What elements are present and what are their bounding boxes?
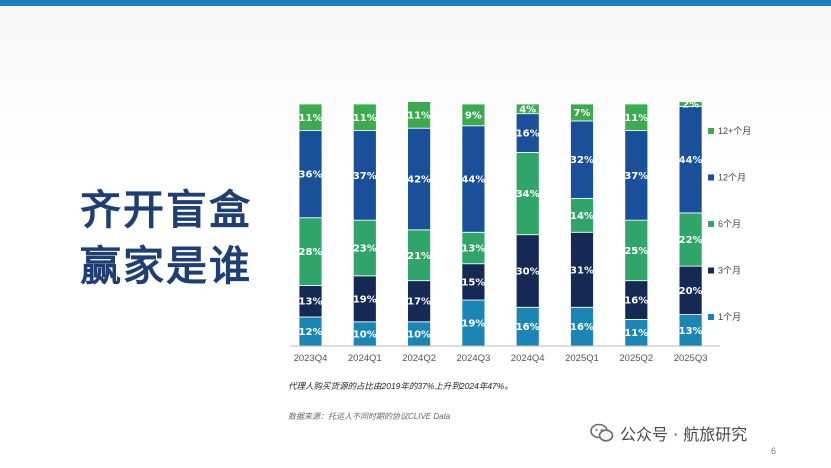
legend-label: 1个月 — [718, 312, 741, 322]
bar-value-label: 7% — [574, 108, 591, 119]
bars-layer: 12% 13% 28% 36% 11% 10% 19% 23% 37% 11% 10% 17% 21% 4… — [299, 100, 703, 347]
bar-value-label: 20% — [679, 286, 703, 297]
legend-label: 12个月 — [718, 173, 746, 183]
chart-note: 代理人购买货源的占比由2019年的37%上升到2024年47%。 — [288, 381, 513, 391]
legend-swatch — [708, 174, 714, 181]
bar-value-label: 19% — [353, 294, 377, 305]
bar-value-label: 13% — [299, 297, 323, 308]
bar-value-label: 23% — [353, 243, 377, 254]
legend-swatch — [708, 128, 714, 134]
bar-value-label: 12% — [299, 327, 323, 338]
bar-value-label: 13% — [461, 243, 485, 254]
bar-segment — [515, 103, 540, 115]
bar-value-label: 10% — [407, 329, 431, 340]
category-label: 2024Q2 — [402, 353, 436, 364]
top-accent-bar — [0, 0, 831, 6]
bar-value-label: 11% — [624, 328, 648, 339]
category-label: 2025Q1 — [565, 353, 599, 364]
bar-segment — [407, 101, 431, 129]
legend-swatch — [708, 267, 714, 274]
bar-value-label: 37% — [353, 171, 377, 182]
watermark-text: 公众号 · 航旅研究 — [620, 425, 748, 444]
bar-value-label: 25% — [624, 246, 648, 257]
legend-label: 3个月 — [718, 266, 741, 276]
wechat-icon — [590, 423, 614, 442]
bar-value-label: 42% — [407, 175, 431, 186]
bar-value-label: 16% — [624, 296, 648, 307]
stacked-bar-chart: 12% 13% 28% 36% 11% 10% 19% 23% 37% 11% 10% 17% 21% 4… — [290, 100, 751, 364]
bar-segment — [624, 103, 649, 132]
page-number: 6 — [771, 446, 777, 456]
category-label: 2025Q2 — [619, 353, 653, 364]
category-label: 2024Q4 — [511, 353, 545, 364]
bar-segment — [570, 103, 594, 122]
category-label: 2024Q1 — [348, 353, 382, 364]
bar-segment — [352, 103, 377, 132]
bar-value-label: 16% — [516, 322, 540, 333]
data-source: 数据来源：托运人不同时期的协议CLIVE Data — [288, 412, 451, 421]
category-label: 2025Q3 — [674, 353, 708, 364]
bar-value-label: 11% — [624, 113, 648, 124]
category-labels: 2023Q4 2024Q1 2024Q2 2024Q3 2024Q4 2025Q1 2025… — [294, 353, 708, 364]
bar-value-label: 11% — [299, 113, 323, 124]
bar-value-label: 44% — [461, 175, 485, 186]
bar-value-label: 19% — [461, 319, 485, 330]
bar-value-label: 17% — [407, 297, 431, 308]
bar-segment — [461, 103, 486, 127]
bar-value-label: 13% — [679, 326, 703, 337]
bar-value-label: 21% — [407, 251, 431, 262]
legend-label: 6个月 — [718, 219, 741, 229]
bar-segment — [298, 103, 323, 132]
watermark: 公众号 · 航旅研究 — [590, 421, 747, 445]
legend: 12+个月 12个月 6个月 3个月 1个月 — [708, 126, 751, 322]
legend-swatch — [708, 221, 714, 227]
bar-value-label: 11% — [353, 113, 377, 124]
bar-value-label: 15% — [461, 277, 485, 288]
bar-value-label: 16% — [570, 322, 594, 333]
legend-swatch — [708, 314, 714, 320]
bar-value-label: 28% — [299, 247, 323, 258]
bar-value-label: 16% — [516, 129, 540, 140]
bar-value-label: 2% — [682, 100, 699, 111]
category-label: 2023Q4 — [294, 353, 328, 364]
bar-value-label: 44% — [679, 155, 703, 166]
bar-value-label: 36% — [299, 170, 323, 181]
legend-label: 12+个月 — [718, 126, 751, 136]
bar-value-label: 22% — [679, 235, 703, 246]
bar-value-label: 30% — [516, 266, 540, 277]
slide-title-line-1: 齐开盲盒 — [80, 186, 252, 234]
bar-value-label: 11% — [407, 110, 431, 121]
bar-value-label: 9% — [465, 110, 482, 121]
category-label: 2024Q3 — [456, 353, 490, 364]
bar-value-label: 32% — [570, 155, 594, 166]
bar-segment — [678, 101, 703, 107]
bar-value-label: 4% — [519, 104, 536, 115]
slide-title-line-2: 赢家是谁 — [80, 242, 252, 290]
bar-value-label: 31% — [570, 265, 594, 276]
bar-value-label: 10% — [353, 329, 377, 340]
bar-value-label: 14% — [570, 211, 594, 222]
bar-value-label: 37% — [624, 171, 648, 182]
bar-value-label: 34% — [516, 189, 540, 200]
